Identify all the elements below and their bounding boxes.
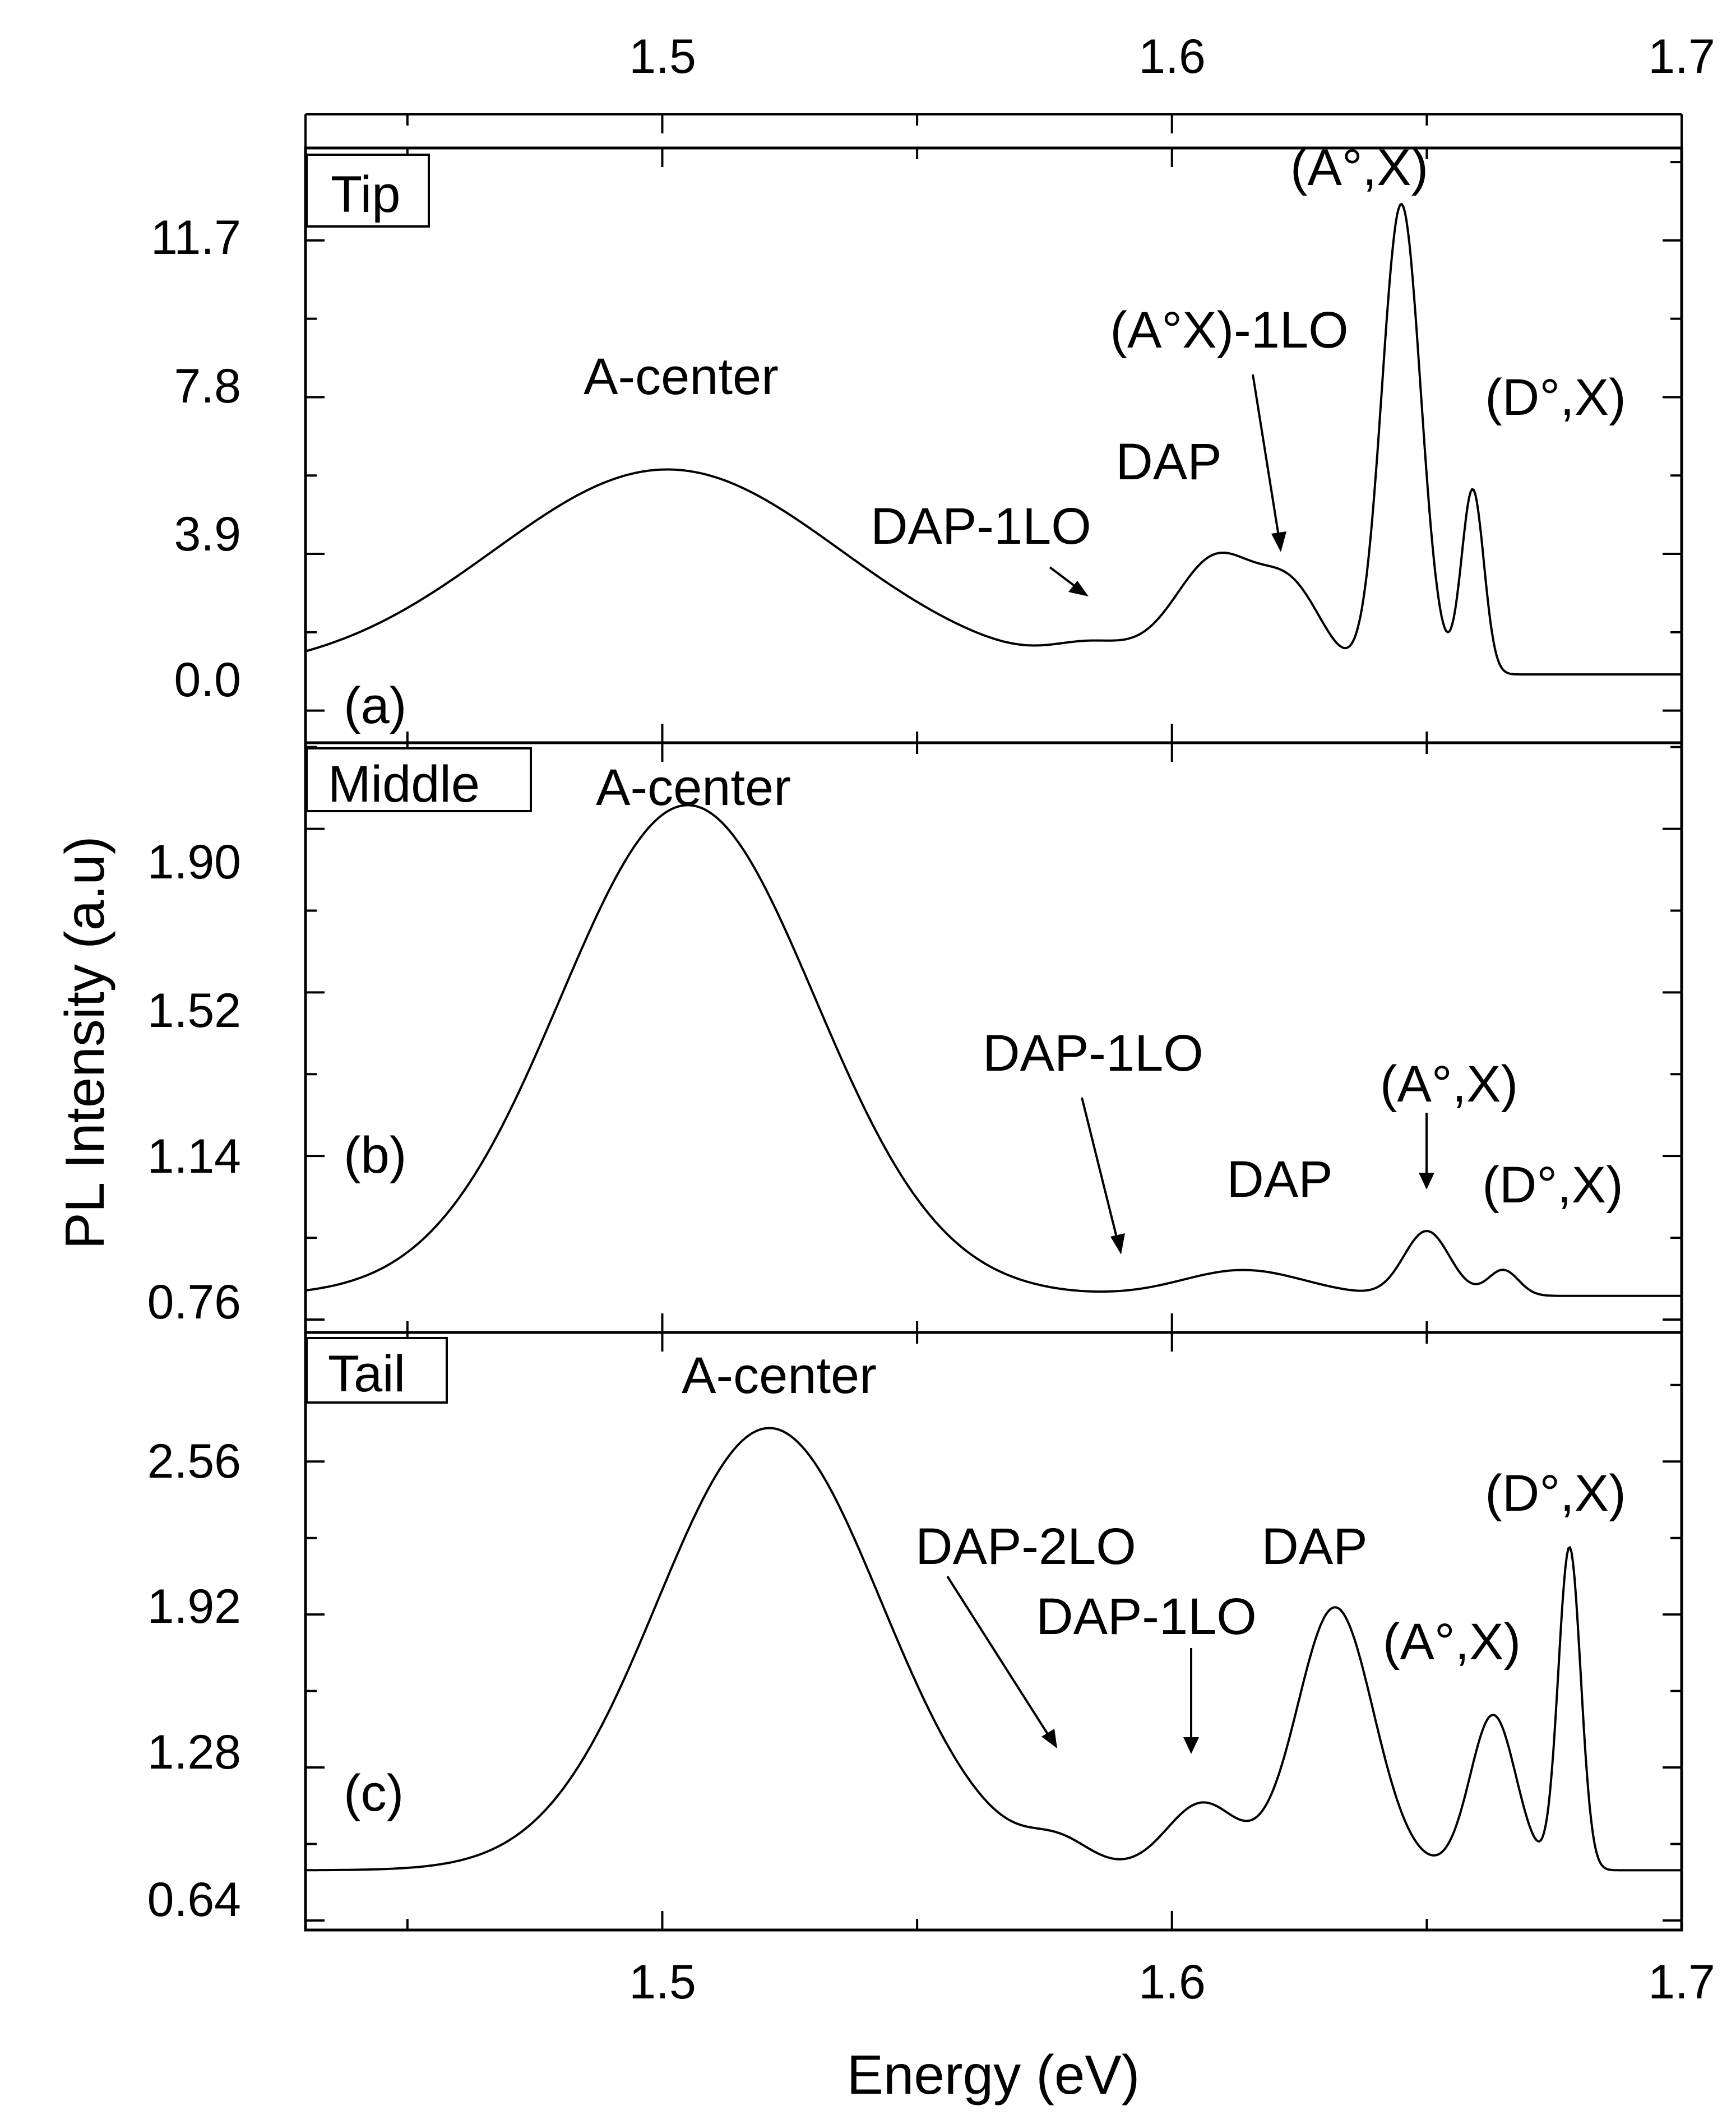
- tail-tag-box: [305, 1337, 448, 1404]
- panel-c-frame: [304, 1331, 1683, 1932]
- top-tick-label-1.5: 1.5: [629, 30, 696, 84]
- bottom-tick-label-1.6: 1.6: [1138, 1955, 1206, 2009]
- annotation-b-a-center: A-center: [596, 759, 791, 816]
- y-axis-title: PL Intensity (a.u): [54, 836, 115, 1249]
- panel-c-label: (c): [344, 1765, 404, 1822]
- middle-tag-box: [305, 747, 532, 812]
- annotation-a-aox-1lo-text: (A°X)-1LO: [1110, 302, 1348, 359]
- tip-spectrum-curve: [305, 203, 1682, 676]
- ytick-label-b-0.76: 0.76: [147, 1275, 241, 1329]
- annotation-c-ao-x: (A°,X): [1383, 1613, 1521, 1670]
- arrowhead-a-aox-1lo: [1271, 531, 1286, 552]
- panel-a: Tip (a) 11.7 7.8 3.9 0.0 A-center DAP-1L…: [151, 139, 1683, 743]
- annotation-c-dap: DAP: [1261, 1518, 1367, 1575]
- ytick-label-c-1.92: 1.92: [147, 1580, 241, 1633]
- bottom-tick-label-1.7: 1.7: [1648, 1955, 1715, 2009]
- panel-a-frame: [304, 146, 1683, 744]
- tail-tag-label: Tail: [328, 1345, 405, 1403]
- annotation-a-ao-x: (A°,X): [1290, 139, 1428, 196]
- arrow-b-dap-1lo: [1081, 1097, 1119, 1242]
- annotation-a-do-x: (D°,X): [1485, 369, 1626, 426]
- ytick-label-c-0.64: 0.64: [147, 1873, 241, 1927]
- annotation-c-a-center: A-center: [682, 1347, 877, 1404]
- tip-tag-label: Tip: [331, 166, 400, 223]
- ytick-label-a-0.0: 0.0: [174, 653, 241, 707]
- ytick-label-a-3.9: 3.9: [174, 507, 241, 561]
- ytick-label-c-1.28: 1.28: [147, 1725, 241, 1779]
- annotation-a-center: A-center: [584, 348, 779, 405]
- bottom-tick-label-1.5: 1.5: [629, 1955, 696, 2009]
- top-energy-axis: 1.5 1.6 1.7: [304, 30, 1715, 148]
- ytick-label-b-1.52: 1.52: [147, 984, 241, 1038]
- arrowhead-b-dap-1lo: [1110, 1233, 1125, 1255]
- annotation-a-aox-1lo: (A°X)-1LO: [1110, 302, 1348, 359]
- top-tick-label-1.6: 1.6: [1138, 30, 1206, 84]
- annotation-a-dap: DAP: [1115, 433, 1221, 490]
- annotation-c-dap-2lo: DAP-2LO: [915, 1518, 1136, 1575]
- tail-region-tag: Tail: [305, 1337, 448, 1404]
- ytick-label-b-1.90: 1.90: [147, 835, 241, 889]
- panel-c: Tail (c) 2.56 1.92 1.28 0.64 A-center DA…: [147, 1332, 1683, 1930]
- annotation-b-ao-x: (A°,X): [1380, 1056, 1518, 1113]
- annotation-a-dap-1lo: DAP-1LO: [871, 498, 1091, 555]
- x-axis-title: Energy (eV): [847, 2044, 1140, 2105]
- panel-b: Middle (b) 1.90 1.52 1.14 0.76 A-center …: [147, 743, 1683, 1332]
- middle-tag-label: Middle: [328, 756, 480, 813]
- ytick-label-b-1.14: 1.14: [147, 1130, 241, 1183]
- panel-a-label: (a): [344, 677, 406, 734]
- panel-b-label: (b): [344, 1127, 406, 1184]
- annotation-c-dap-1lo: DAP-1LO: [1036, 1588, 1257, 1645]
- arrowhead-c-dap-1lo: [1183, 1737, 1199, 1754]
- tip-region-tag: Tip: [305, 154, 430, 228]
- arrowhead-c-dap-2lo: [1041, 1729, 1057, 1748]
- tip-tag-box: [305, 154, 430, 228]
- ytick-label-a-11.7: 11.7: [151, 211, 241, 265]
- arrowhead-a-dap-1lo: [1068, 581, 1089, 596]
- arrow-a-aox-1lo: [1252, 374, 1280, 540]
- middle-spectrum-curve: [305, 804, 1682, 1297]
- arrowhead-b-ao-x: [1419, 1173, 1434, 1190]
- top-tick-label-1.7: 1.7: [1648, 30, 1715, 84]
- annotation-b-dap-1lo: DAP-1LO: [983, 1025, 1203, 1082]
- bottom-energy-axis: 1.5 1.6 1.7: [629, 1955, 1715, 2009]
- annotation-b-do-x: (D°,X): [1482, 1156, 1623, 1214]
- ytick-label-c-2.56: 2.56: [147, 1434, 241, 1488]
- annotation-b-dap: DAP: [1226, 1151, 1332, 1208]
- tail-spectrum-curve: [305, 1427, 1682, 1872]
- ytick-label-a-7.8: 7.8: [174, 359, 241, 413]
- arrow-c-dap-2lo: [946, 1575, 1050, 1738]
- middle-region-tag: Middle: [305, 747, 532, 813]
- annotation-c-do-x: (D°,X): [1485, 1465, 1626, 1522]
